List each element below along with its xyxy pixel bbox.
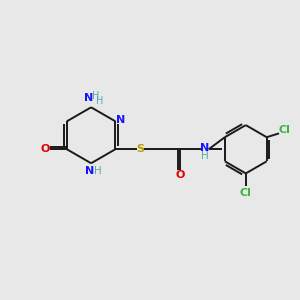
Text: H: H	[94, 167, 101, 176]
Text: S: S	[136, 144, 144, 154]
Text: N: N	[200, 143, 209, 153]
Text: H: H	[96, 96, 103, 106]
Text: N: N	[85, 167, 94, 176]
Text: N: N	[116, 115, 125, 125]
Text: Cl: Cl	[240, 188, 252, 198]
Text: H: H	[201, 151, 209, 161]
Text: Cl: Cl	[278, 125, 290, 135]
Text: O: O	[175, 170, 184, 180]
Text: N: N	[84, 94, 93, 103]
Text: O: O	[40, 144, 50, 154]
Text: H: H	[92, 91, 100, 101]
